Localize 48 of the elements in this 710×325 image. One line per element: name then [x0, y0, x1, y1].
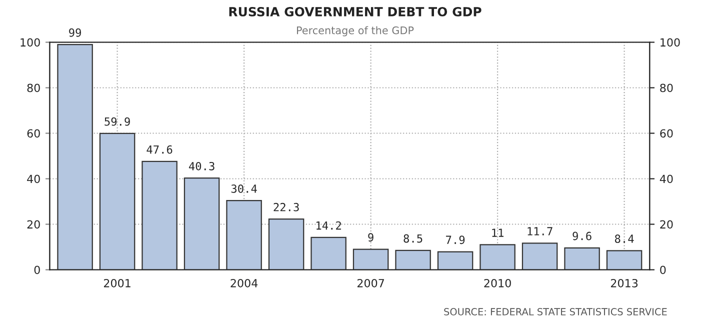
y-tick-label: 60: [27, 129, 40, 138]
y-tick-label: 40: [27, 174, 40, 184]
bar: [99, 132, 136, 270]
y2-tick-label: 80: [660, 84, 673, 92]
bar: [352, 248, 389, 270]
source-note: SOURCE: FEDERAL STATE STATISTICS SERVICE: [444, 308, 667, 316]
data-label: 47.6: [146, 145, 172, 154]
y2-tick-label: 20: [660, 220, 673, 229]
bar: [226, 200, 262, 270]
data-label: 9.6: [572, 232, 592, 240]
y2-tick-label: 0: [660, 266, 666, 274]
x-tick-label: 2007: [357, 278, 384, 288]
data-label: 11: [492, 228, 504, 237]
data-label: 9: [368, 233, 374, 242]
bar: [395, 250, 431, 270]
bar: [268, 218, 304, 270]
x-tick-label: 2013: [610, 278, 638, 288]
bar: [57, 44, 93, 270]
bar: [310, 236, 346, 270]
data-label: 40.3: [188, 162, 214, 170]
bar: [480, 244, 516, 270]
data-label: 14.2: [316, 221, 341, 230]
y-tick-label: 100: [20, 38, 40, 47]
data-label: 11.7: [528, 227, 552, 236]
bar: [437, 251, 474, 270]
y2-tick-label: 60: [660, 129, 673, 138]
data-label: 8.5: [404, 234, 422, 243]
data-label: 8.4: [614, 234, 634, 243]
y-tick-label: 80: [27, 84, 40, 92]
data-label: 99: [69, 28, 81, 37]
bar: [522, 242, 558, 270]
x-tick-label: 2001: [104, 278, 130, 288]
y-tick-label: 20: [27, 220, 40, 229]
bar: [564, 247, 600, 270]
bar: [184, 178, 220, 270]
data-label: 59.9: [104, 117, 130, 126]
x-tick-label: 2010: [484, 278, 511, 288]
x-tick-label: 2004: [230, 278, 258, 288]
chart-title: RUSSIA GOVERNMENT DEBT TO GDP: [229, 6, 482, 16]
data-label: 22.3: [274, 202, 299, 212]
bar: [606, 250, 642, 270]
bar: [142, 160, 178, 270]
y-tick-label: 0: [34, 266, 40, 274]
data-label: 7.9: [446, 236, 465, 244]
y2-tick-label: 40: [660, 174, 673, 184]
data-label: 30.4: [231, 184, 257, 193]
y2-tick-label: 100: [660, 38, 680, 47]
chart-subtitle: Percentage of the GDP: [297, 26, 414, 36]
